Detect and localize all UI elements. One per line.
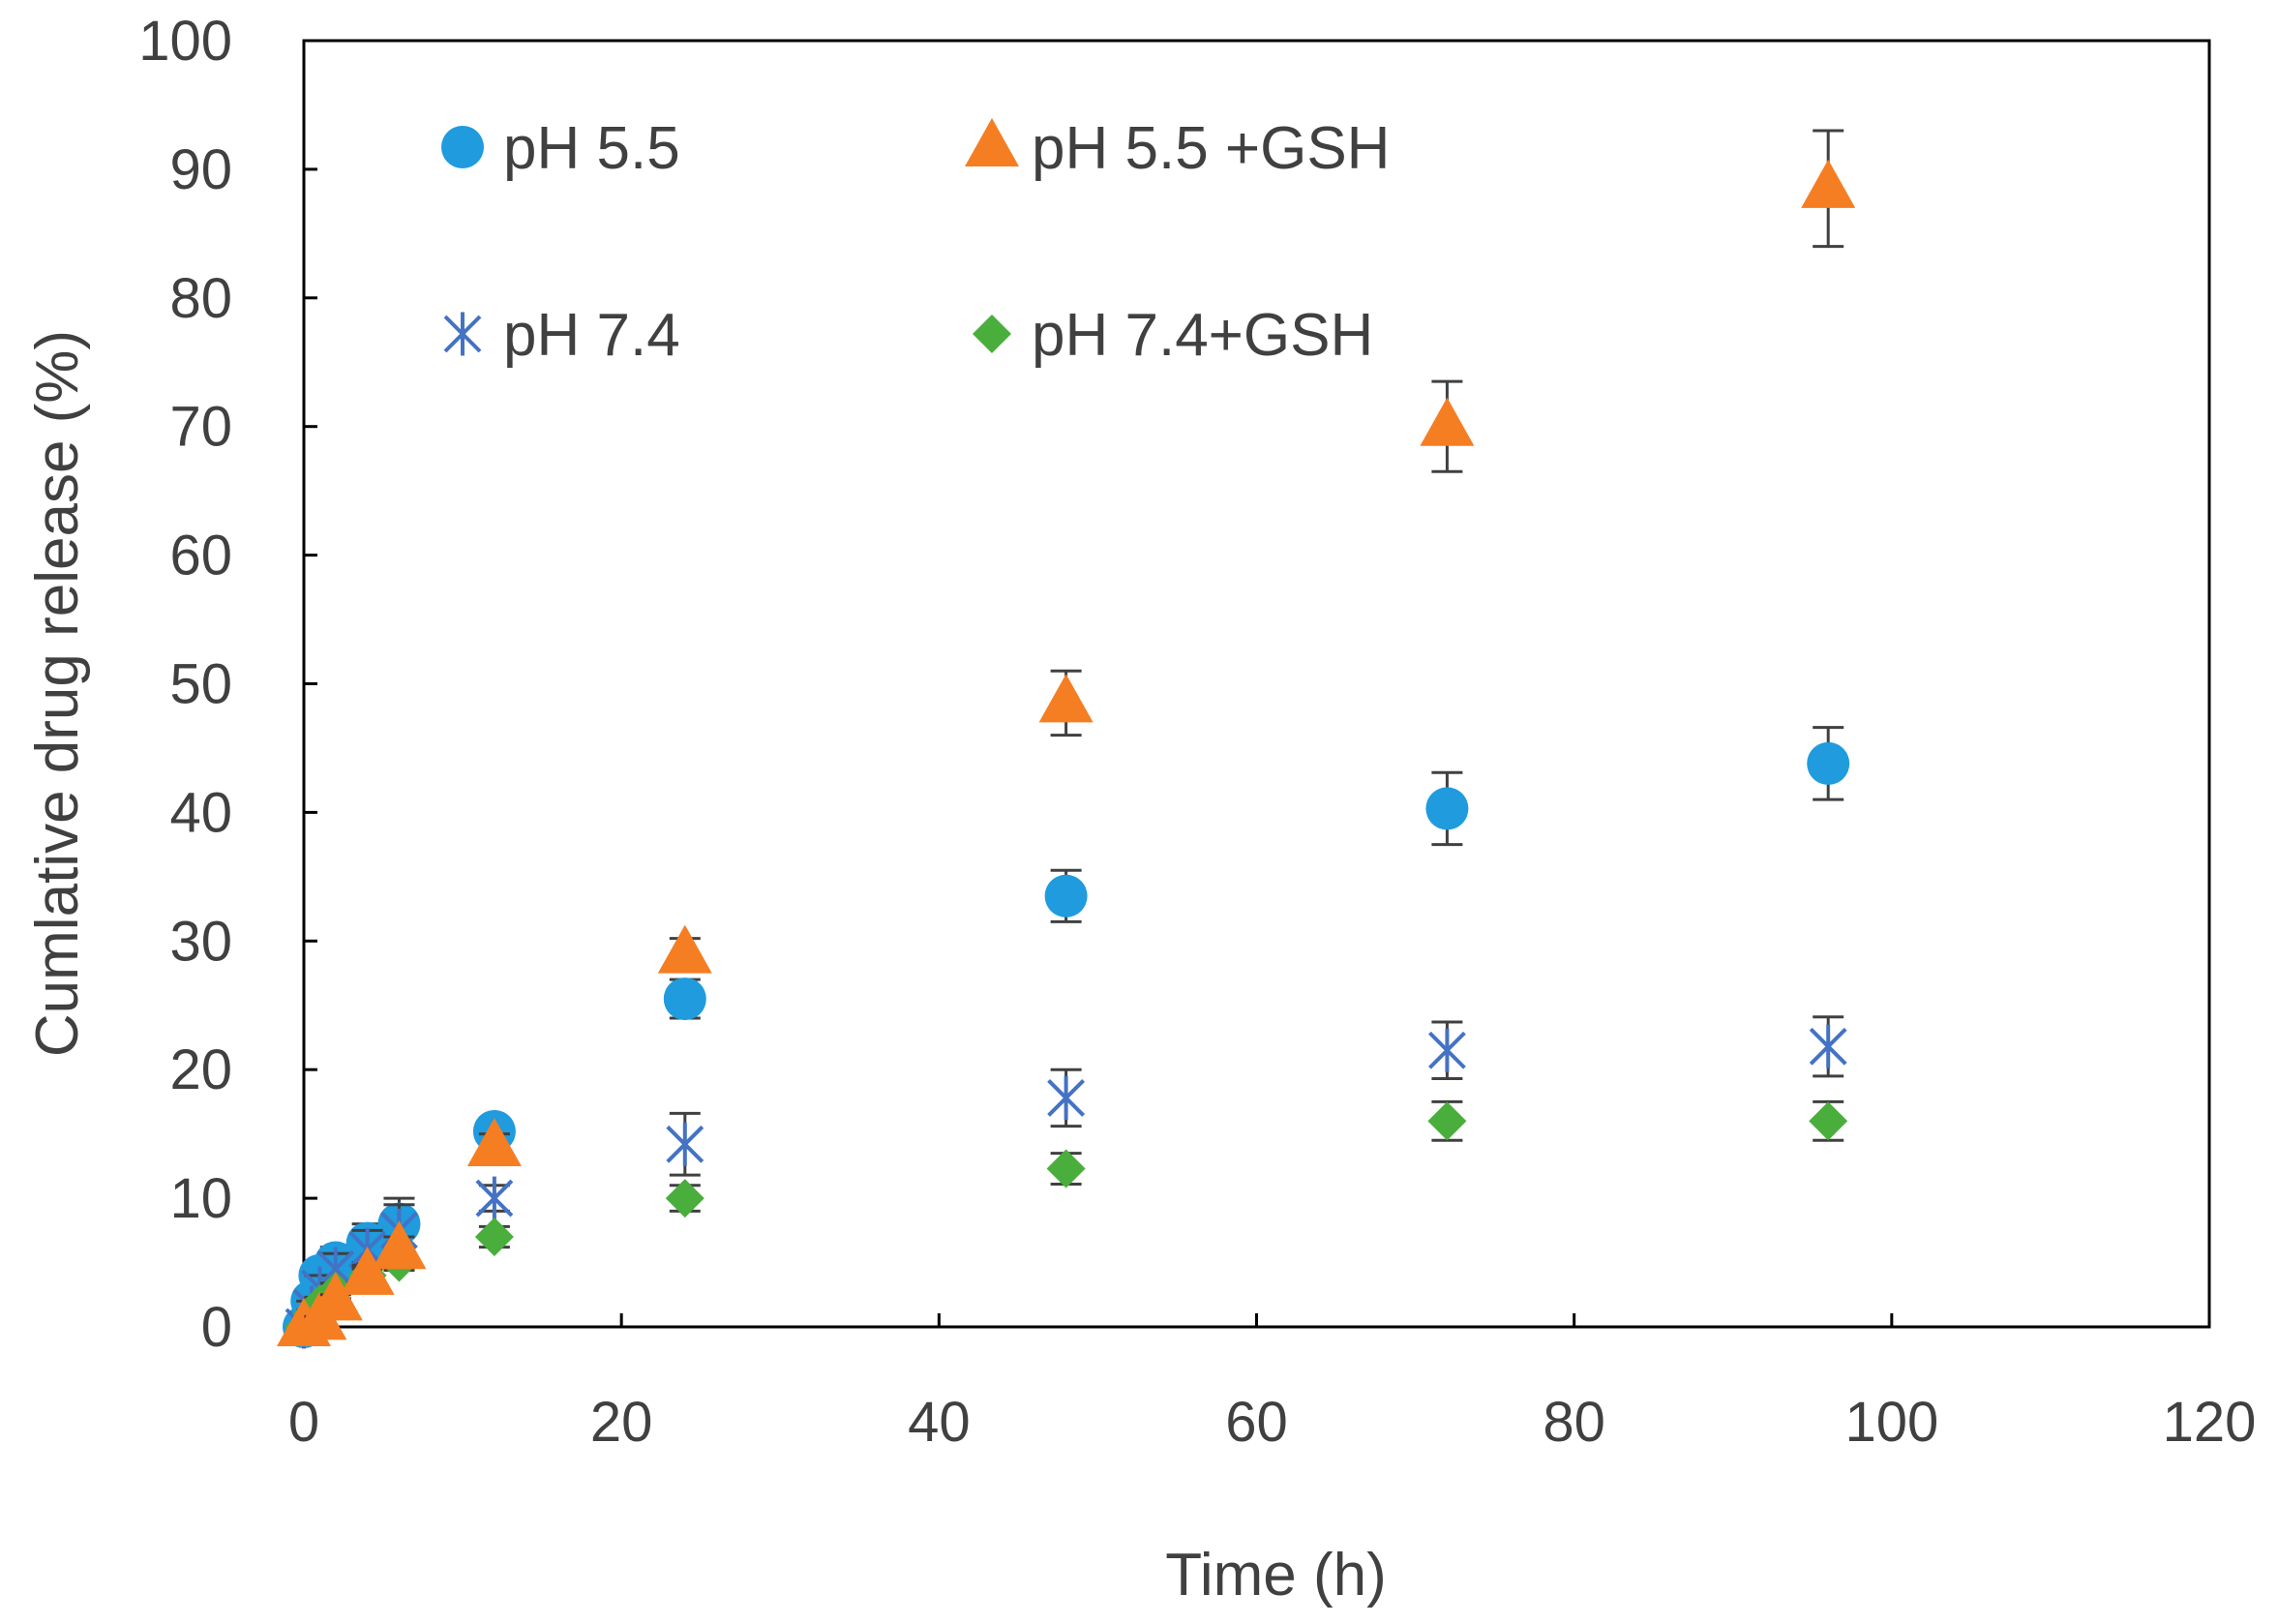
x-tick-label: 20 [590,1391,653,1454]
data-point [665,1179,704,1218]
x-tick-label: 120 [2163,1391,2257,1454]
data-point [466,1117,522,1166]
y-tick-label: 100 [138,10,232,73]
data-point [657,924,712,974]
legend-marker [965,118,1019,166]
y-axis: 0 10 20 30 40 50 60 70 80 90 100 [138,10,317,1359]
x-tick-label: 80 [1543,1391,1605,1454]
data-point [372,1220,427,1270]
data-point [475,1176,514,1220]
data-point [308,1272,363,1321]
data-point [1427,1028,1466,1072]
legend-label: pH 5.5 [503,115,680,182]
legend-item: pH 7.4 [443,302,680,369]
series-layer [277,129,1856,1349]
y-tick-label: 90 [169,138,232,201]
data-point [1809,1024,1847,1068]
data-point [1046,1149,1086,1188]
data-point [1425,787,1469,830]
legend-item: pH 5.5 [441,115,680,182]
data-point [1427,1101,1467,1141]
legend-marker [443,312,482,356]
data-point [1044,874,1088,917]
data-point [1809,1101,1848,1141]
legend-label: pH 5.5 +GSH [1032,115,1390,182]
legend-label: pH 7.4 [503,302,680,369]
x-tick-label: 60 [1225,1391,1288,1454]
y-tick-label: 20 [169,1038,232,1101]
y-tick-label: 10 [169,1167,232,1230]
y-tick-label: 50 [169,653,232,716]
series-ph-5-5-gsh [277,129,1856,1346]
data-point [1420,397,1475,446]
legend-marker [441,126,484,168]
data-point [1807,741,1850,785]
x-tick-label: 40 [908,1391,971,1454]
y-tick-label: 80 [169,267,232,330]
x-axis-title: Time (h) [1165,1542,1386,1609]
data-point [474,1217,514,1256]
legend-item: pH 5.5 +GSH [965,115,1390,182]
x-tick-label: 0 [288,1391,319,1454]
data-point [340,1246,395,1295]
y-axis-title: Cumlative drug release (%) [24,330,91,1057]
data-point [666,1122,704,1166]
data-point [1038,674,1094,723]
legend-marker [973,315,1011,353]
x-axis: 0 20 40 60 80 100 120 [288,1313,2257,1454]
x-tick-label: 100 [1844,1391,1938,1454]
legend-label: pH 7.4+GSH [1032,302,1373,369]
data-point [1047,1075,1086,1120]
y-tick-label: 40 [169,781,232,844]
y-tick-label: 0 [201,1296,232,1359]
legend: pH 5.5 pH 5.5 +GSH pH 7.4 pH 7.4+GSH [441,115,1390,369]
data-point [1801,159,1856,208]
y-tick-label: 70 [169,396,232,459]
legend-item: pH 7.4+GSH [973,302,1373,369]
y-tick-label: 30 [169,910,232,973]
y-tick-label: 60 [169,525,232,587]
data-point [663,977,706,1021]
